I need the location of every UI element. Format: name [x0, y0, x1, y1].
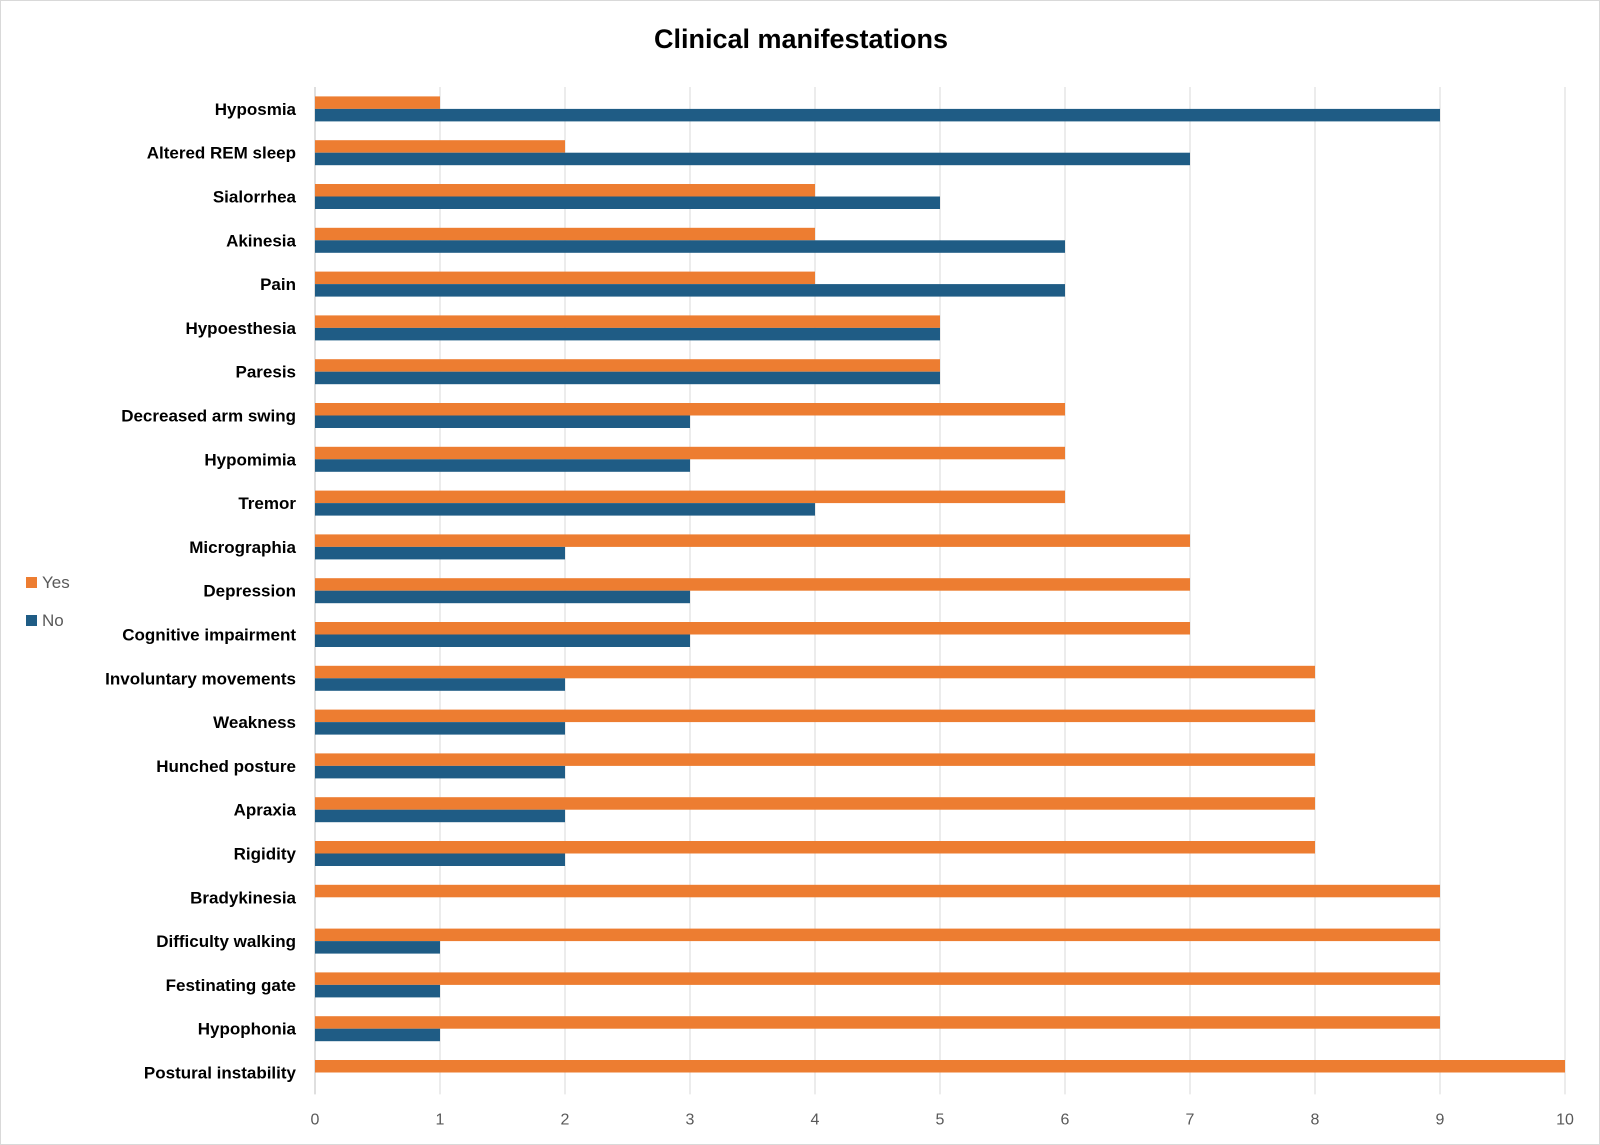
category-label: Weakness	[213, 713, 296, 732]
bar-no	[315, 284, 1065, 297]
x-tick-label: 4	[811, 1111, 820, 1128]
bar-no	[315, 722, 565, 735]
bar-no	[315, 196, 940, 209]
category-label: Hyposmia	[215, 100, 297, 119]
bar-yes	[315, 140, 565, 153]
category-label: Postural instability	[144, 1064, 297, 1083]
bar-no	[315, 371, 940, 385]
bar-yes	[315, 1016, 1440, 1029]
bar-yes	[315, 227, 815, 241]
bar-yes	[315, 359, 940, 372]
bar-no	[315, 415, 690, 428]
bar-yes	[315, 753, 1315, 766]
category-label: Hypophonia	[198, 1020, 297, 1039]
bar-no	[315, 1028, 440, 1042]
bar-no	[315, 327, 940, 341]
x-tick-label: 0	[311, 1111, 320, 1128]
bar-yes	[315, 928, 1440, 942]
category-label: Apraxia	[234, 801, 297, 820]
bar-yes	[315, 446, 1065, 460]
bar-yes	[315, 1060, 1565, 1073]
category-label: Hunched posture	[156, 757, 296, 776]
category-label: Rigidity	[234, 845, 297, 864]
bar-no	[315, 108, 1440, 122]
bar-yes	[315, 841, 1315, 854]
legend: Yes No	[26, 573, 70, 630]
bar-no	[315, 459, 690, 472]
category-label: Bradykinesia	[190, 888, 296, 907]
bar-yes	[315, 403, 1065, 416]
x-tick-label: 10	[1556, 1111, 1574, 1128]
legend-label-no: No	[42, 611, 64, 630]
bar-yes	[315, 884, 1440, 898]
bar-yes	[315, 665, 1315, 679]
bar-no	[315, 941, 440, 954]
bar-yes	[315, 96, 440, 109]
x-tick-label: 9	[1436, 1111, 1445, 1128]
bar-yes	[315, 271, 815, 285]
category-label: Akinesia	[226, 231, 296, 250]
x-tick-label: 2	[561, 1111, 570, 1128]
category-label: Difficulty walking	[156, 932, 296, 951]
x-tick-label: 7	[1186, 1111, 1195, 1128]
category-label: Sialorrhea	[213, 188, 297, 207]
bar-no	[315, 503, 815, 516]
bars	[315, 96, 1565, 1073]
x-tick-label: 3	[686, 1111, 695, 1128]
category-labels: Hyposmia Altered REM sleep Sialorrhea Akine…	[105, 100, 296, 1083]
category-label: Depression	[203, 582, 296, 601]
bar-yes	[315, 709, 1315, 723]
category-label: Cognitive impairment	[122, 626, 296, 645]
bar-no	[315, 853, 565, 866]
category-label: Pain	[260, 275, 296, 294]
bar-no	[315, 590, 690, 604]
x-tick-label: 6	[1061, 1111, 1070, 1128]
category-label: Tremor	[238, 494, 296, 513]
legend-swatch-yes	[26, 577, 37, 588]
x-tick-label: 1	[436, 1111, 445, 1128]
bar-yes	[315, 490, 1065, 504]
chart-title: Clinical manifestations	[654, 24, 948, 54]
bar-yes	[315, 315, 940, 328]
x-axis-tick-labels: 0 1 2 3 4 5 6 7 8 9 10	[311, 1111, 1574, 1128]
category-label: Involuntary movements	[105, 669, 296, 688]
category-label: Altered REM sleep	[147, 144, 296, 163]
category-label: Micrographia	[189, 538, 296, 557]
bar-yes	[315, 972, 1440, 985]
bar-no	[315, 152, 1190, 166]
x-tick-label: 5	[936, 1111, 945, 1128]
category-label: Decreased arm swing	[121, 407, 296, 426]
legend-label-yes: Yes	[42, 573, 70, 592]
bar-no	[315, 546, 565, 560]
bar-yes	[315, 578, 1190, 591]
bar-no	[315, 240, 1065, 253]
bar-yes	[315, 534, 1190, 547]
bar-yes	[315, 184, 815, 197]
bar-no	[315, 809, 565, 823]
bar-no	[315, 678, 565, 691]
category-label: Paresis	[236, 363, 297, 382]
x-tick-label: 8	[1311, 1111, 1320, 1128]
bar-yes	[315, 622, 1190, 635]
category-label: Festinating gate	[166, 976, 296, 995]
category-label: Hypomimia	[204, 450, 296, 469]
bar-no	[315, 634, 690, 647]
bar-no	[315, 765, 565, 779]
bar-no	[315, 984, 440, 998]
bar-yes	[315, 797, 1315, 810]
category-label: Hypoesthesia	[185, 319, 296, 338]
legend-swatch-no	[26, 615, 37, 626]
